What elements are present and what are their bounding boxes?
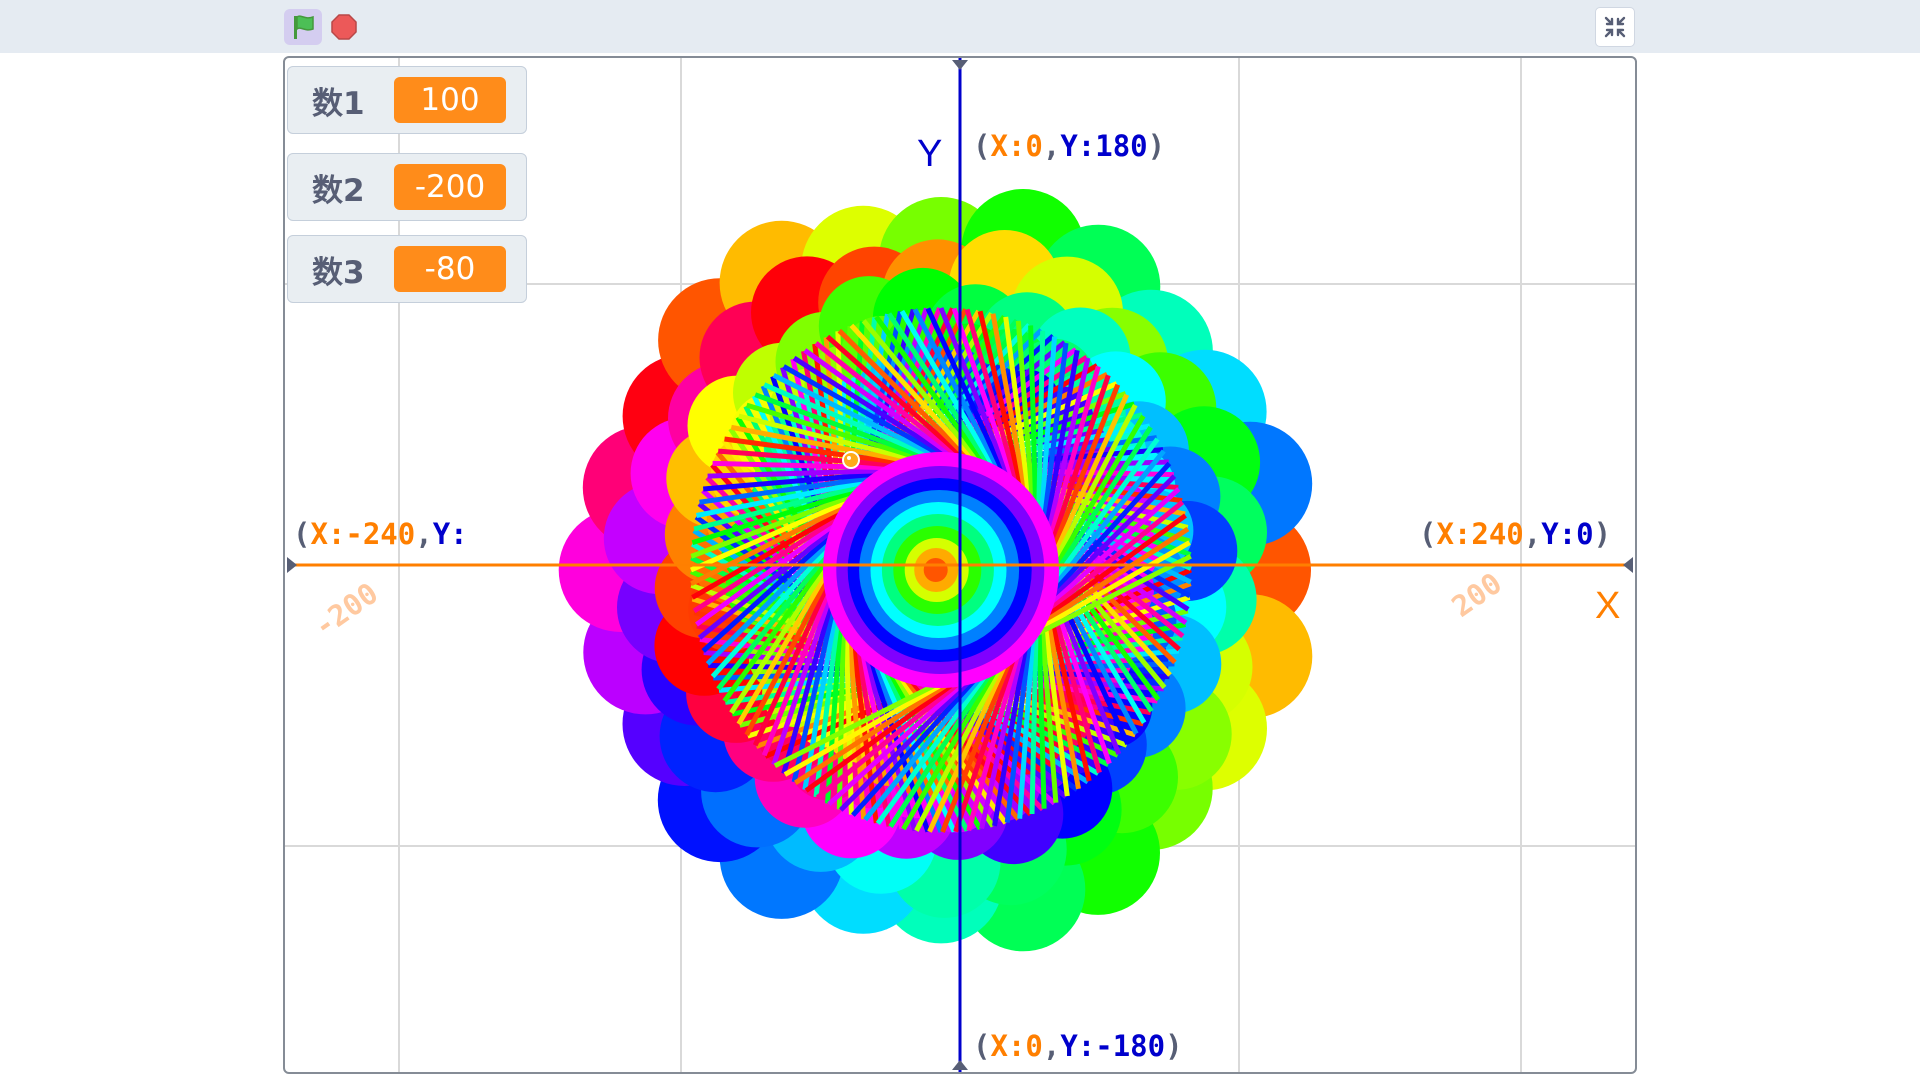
stage-header: [0, 0, 1920, 53]
x-axis-name: X: [1595, 585, 1620, 627]
stage-canvas[interactable]: Y X (X:0,Y:180) (X:0,Y:-180) (X:-240,Y: …: [283, 56, 1637, 1074]
exit-fullscreen-icon: [1604, 16, 1626, 38]
y-axis-top-arrow: [952, 60, 968, 70]
stop-button[interactable]: [325, 9, 363, 45]
right-coordinate-label: (X:240,Y:0): [1419, 517, 1611, 551]
bottom-coordinate-label: (X:0,Y:-180): [973, 1029, 1183, 1063]
sprite-cat[interactable]: [842, 451, 860, 469]
exit-fullscreen-button[interactable]: [1595, 7, 1635, 47]
variable-monitor-2[interactable]: 数2 -200: [287, 153, 527, 221]
stop-sign-icon: [331, 14, 357, 40]
stage-drawing: Y X (X:0,Y:180) (X:0,Y:-180) (X:-240,Y: …: [285, 58, 1635, 1072]
variable-monitor-label: 数3: [312, 254, 365, 291]
variable-monitor-value: -200: [394, 164, 506, 210]
x-axis-right-arrow: [1623, 557, 1633, 573]
green-flag-button[interactable]: [284, 9, 322, 45]
variable-monitor-1[interactable]: 数1 100: [287, 66, 527, 134]
variable-monitor-label: 数1: [312, 85, 365, 122]
top-coordinate-label: (X:0,Y:180): [973, 129, 1165, 163]
variable-monitor-label: 数2: [312, 172, 365, 209]
y-axis-bottom-arrow: [952, 1060, 968, 1070]
x-axis-left-arrow: [287, 557, 297, 573]
y-axis-name: Y: [917, 133, 942, 175]
x-tick-label-positive: 200: [1446, 566, 1508, 624]
variable-monitor-value: 100: [394, 77, 506, 123]
variable-monitor-value: -80: [394, 246, 506, 292]
pen-stroke-blob: [923, 558, 948, 582]
left-coordinate-label: (X:-240,Y:: [293, 517, 468, 551]
variable-monitor-3[interactable]: 数3 -80: [287, 235, 527, 303]
x-tick-label-negative: -200: [308, 576, 385, 644]
green-flag-icon: [294, 15, 314, 39]
spirograph-pattern: [558, 189, 1313, 952]
